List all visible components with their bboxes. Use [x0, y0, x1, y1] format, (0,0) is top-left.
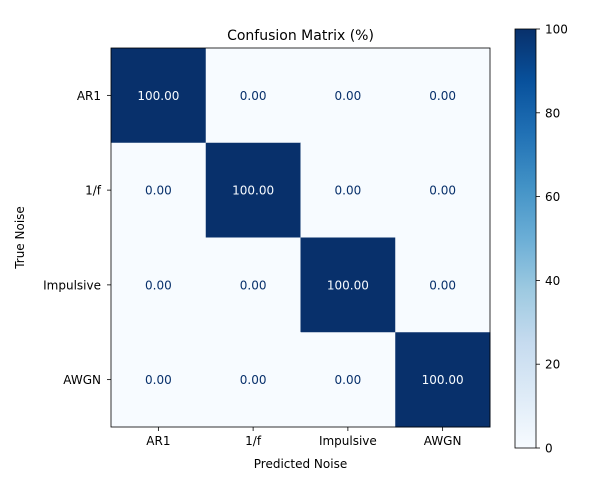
- heatmap-cell-r1-c3: [395, 142, 491, 238]
- cell-value-label: 0.00: [429, 89, 456, 103]
- heatmap-cell-r1-c1: [205, 142, 301, 238]
- colorbar-tick-label: 0: [545, 442, 553, 456]
- cell-value-label: 0.00: [240, 89, 267, 103]
- heatmap-cell-r2-c2: [300, 237, 396, 333]
- x-tick-label: Impulsive: [319, 434, 377, 448]
- y-tick-label: AR1: [77, 89, 101, 103]
- heatmap-cell-r3-c1: [205, 332, 301, 428]
- cell-value-label: 100.00: [137, 89, 179, 103]
- cell-value-label: 0.00: [145, 184, 172, 198]
- y-tick-label: Impulsive: [43, 278, 101, 292]
- heatmap-cell-r3-c2: [300, 332, 396, 428]
- heatmap-cell-r1-c0: [111, 142, 207, 238]
- y-axis-ticks: AR1 1/f Impulsive AWGN: [43, 89, 111, 387]
- heatmap-cell-r2-c0: [111, 237, 207, 333]
- colorbar-ticks: 0 20 40 60 80 100: [536, 23, 568, 456]
- heatmap-cell-r0-c2: [300, 48, 396, 144]
- heatmap-cells: 100.00 0.00 0.00 0.00 0.00 100.00 0.00 0.00 0.00…: [111, 48, 491, 428]
- heatmap-cell-r0-c3: [395, 48, 491, 144]
- heatmap-cell-r3-c0: [111, 332, 207, 428]
- colorbar-tick-label: 100: [545, 23, 568, 37]
- y-axis-label: True Noise: [13, 206, 27, 270]
- x-axis-ticks: AR1 1/f Impulsive AWGN: [146, 427, 461, 448]
- cell-value-label: 0.00: [145, 278, 172, 292]
- cell-value-label: 0.00: [335, 89, 362, 103]
- x-axis-label: Predicted Noise: [254, 457, 347, 471]
- colorbar: 0 20 40 60 80 100: [514, 23, 568, 456]
- cell-value-label: 0.00: [335, 184, 362, 198]
- cell-value-label: 0.00: [429, 278, 456, 292]
- cell-value-label: 0.00: [335, 373, 362, 387]
- x-tick-label: AR1: [146, 434, 170, 448]
- cell-value-label: 100.00: [422, 373, 464, 387]
- cell-value-label: 100.00: [232, 184, 274, 198]
- colorbar-tick-label: 20: [545, 358, 560, 372]
- chart-title: Confusion Matrix (%): [227, 28, 374, 44]
- colorbar-tick-label: 60: [545, 190, 560, 204]
- cell-value-label: 0.00: [429, 184, 456, 198]
- x-tick-label: AWGN: [424, 434, 462, 448]
- heatmap-cell-r1-c2: [300, 142, 396, 238]
- colorbar-tick-label: 40: [545, 274, 560, 288]
- heatmap-cell-r2-c1: [205, 237, 301, 333]
- plot-frame: [110, 47, 491, 428]
- heatmap-cell-r3-c3: [395, 332, 491, 428]
- y-tick-label: AWGN: [63, 373, 101, 387]
- x-tick-label: 1/f: [245, 434, 262, 448]
- y-tick-label: 1/f: [85, 184, 102, 198]
- cell-value-label: 0.00: [240, 278, 267, 292]
- heatmap-cell-r0-c1: [205, 48, 301, 144]
- cell-value-label: 0.00: [240, 373, 267, 387]
- colorbar-gradient: [514, 28, 537, 449]
- cell-value-label: 100.00: [327, 278, 369, 292]
- colorbar-tick-label: 80: [545, 106, 560, 120]
- heatmap-cell-r2-c3: [395, 237, 491, 333]
- cell-value-label: 0.00: [145, 373, 172, 387]
- heatmap-cell-r0-c0: [111, 48, 207, 144]
